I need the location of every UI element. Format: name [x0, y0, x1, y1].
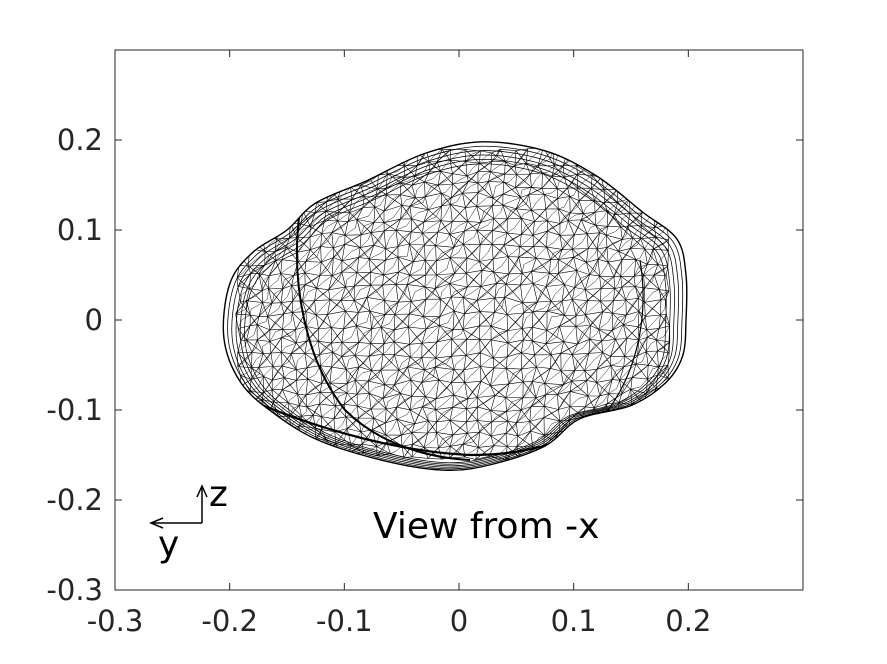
y-tick-label: 0 — [85, 303, 103, 337]
mesh-crease-right — [599, 259, 644, 421]
y-tick-label: 0.1 — [57, 213, 103, 247]
y-arrow-head — [149, 517, 164, 529]
z-arrow-head — [196, 484, 208, 498]
orientation-axes-icon: z y — [149, 474, 228, 565]
x-axis-ticks: -0.3 -0.2 -0.1 0 0.1 0.2 — [87, 50, 711, 638]
z-axis-letter: z — [209, 474, 228, 515]
x-tick-label: 0 — [450, 604, 468, 638]
mesh-edge-ring — [231, 150, 680, 468]
y-tick-label: -0.2 — [46, 483, 103, 517]
mesh-edge-ring — [235, 154, 675, 467]
view-annotation: View from -x — [373, 506, 599, 547]
x-tick-label: -0.3 — [87, 604, 144, 638]
mesh-crease-left — [296, 209, 471, 461]
y-tick-label: 0.2 — [57, 123, 103, 157]
mesh-edge-ring — [227, 145, 684, 470]
y-axis-ticks: 0.2 0.1 0 -0.1 -0.2 -0.3 — [46, 123, 803, 607]
mesh-edge-ring — [244, 163, 667, 464]
x-tick-label: 0.2 — [665, 604, 711, 638]
y-tick-label: -0.1 — [46, 393, 103, 427]
x-tick-label: -0.2 — [201, 604, 258, 638]
y-axis-letter: y — [158, 524, 179, 565]
mesh-silhouette — [222, 141, 688, 472]
x-tick-label: -0.1 — [316, 604, 373, 638]
y-tick-label: -0.3 — [46, 573, 103, 607]
x-tick-label: 0.1 — [551, 604, 597, 638]
